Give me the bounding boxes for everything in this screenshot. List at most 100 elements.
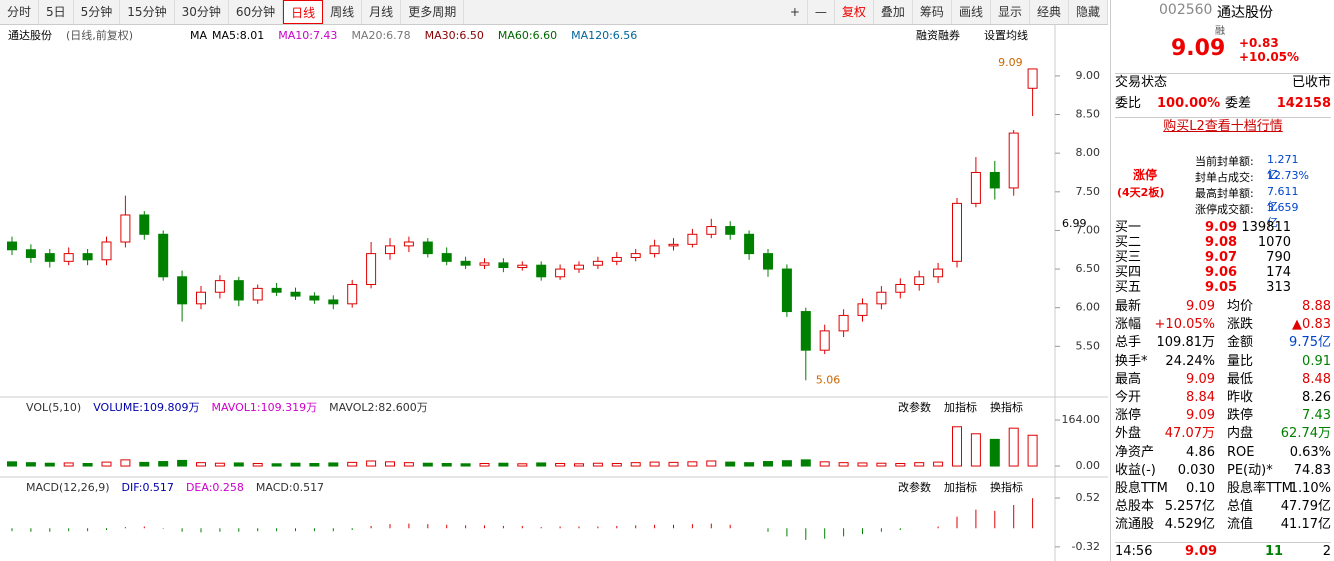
time: 14:56: [1115, 544, 1153, 559]
candle-body: [1008, 132, 1019, 189]
candle: [838, 309, 849, 338]
l2-link[interactable]: 购买L2查看十档行情: [1115, 117, 1331, 136]
indicator-label: MAVOL1:109.319万: [211, 401, 317, 414]
indicator-label: MAVOL2:82.600万: [329, 401, 428, 414]
candle-body: [611, 256, 622, 262]
period-button[interactable]: 5分钟: [74, 0, 121, 24]
candle-body: [479, 262, 490, 266]
y-tick-label: 8.50: [1076, 108, 1101, 121]
candle-body: [25, 249, 36, 258]
stat-row: 外盘 47.07万 内盘 62.74万: [1115, 425, 1331, 443]
label: 股息率TTM: [1227, 481, 1293, 496]
limit-row: 当前封单额: 1.271亿: [1195, 153, 1299, 181]
candle: [668, 238, 679, 251]
value: 已收市: [1291, 75, 1331, 90]
tool-button[interactable]: 经典: [1030, 0, 1069, 24]
value: 47.79亿: [1280, 499, 1331, 515]
bid-row: 买四 9.06 174: [1115, 265, 1331, 280]
candle: [44, 248, 55, 268]
volume-bar: [668, 461, 679, 467]
volume-bar: [63, 462, 74, 467]
link[interactable]: 融资融券: [916, 28, 960, 42]
period-button[interactable]: 分时: [0, 0, 40, 24]
period-button[interactable]: 日线: [283, 0, 324, 24]
candle: [403, 236, 414, 253]
period-button[interactable]: 更多周期: [401, 0, 465, 24]
candle: [687, 228, 698, 248]
volume-bar: [970, 433, 981, 467]
tool-button[interactable]: 画线: [952, 0, 991, 24]
candle-body: [574, 264, 584, 270]
candle-body: [668, 243, 679, 247]
panel-button[interactable]: 换指标: [990, 480, 1023, 494]
label: 涨停: [1115, 408, 1142, 424]
volume-bar: [800, 459, 811, 467]
period-button[interactable]: 周线: [323, 0, 363, 24]
volume-bar: [725, 461, 736, 467]
candle-body: [970, 171, 981, 204]
volume: 11: [1265, 544, 1284, 559]
tool-button[interactable]: 筹码: [913, 0, 952, 24]
period-button[interactable]: 60分钟: [229, 0, 284, 24]
candle: [25, 244, 36, 263]
period-button[interactable]: 15分钟: [120, 0, 175, 24]
candle-body: [781, 268, 792, 313]
indicator-label: VOLUME:109.809万: [93, 401, 199, 414]
value: 8.88: [1302, 299, 1331, 314]
panel-button[interactable]: 加指标: [944, 480, 977, 494]
link[interactable]: 设置均线: [984, 28, 1028, 42]
candle: [706, 218, 717, 239]
period-button[interactable]: 5日: [39, 0, 74, 24]
candle-body: [763, 253, 773, 270]
stock-name: 通达股份: [8, 29, 52, 42]
value: 8.26: [1302, 390, 1331, 405]
period-button[interactable]: 30分钟: [175, 0, 229, 24]
tool-button[interactable]: +: [783, 0, 808, 24]
candle: [800, 307, 811, 381]
volume-bar: [139, 461, 150, 467]
panel-button[interactable]: 换指标: [990, 400, 1023, 414]
candle: [158, 230, 169, 281]
candle: [592, 256, 603, 270]
value: 109.81万: [1156, 335, 1216, 351]
panel-button[interactable]: 加指标: [944, 400, 977, 414]
candle: [385, 238, 395, 260]
tool-button[interactable]: 显示: [991, 0, 1030, 24]
candle-body: [158, 233, 169, 278]
panel-button[interactable]: 改参数: [898, 400, 931, 414]
candle-body: [744, 233, 755, 255]
label: 最高: [1115, 371, 1142, 387]
stat-row: 流通股 4.529亿 流值 41.17亿: [1115, 516, 1331, 534]
y-tick-label: 8.00: [1076, 146, 1101, 159]
candle-body: [139, 214, 150, 235]
label: 收益(-): [1115, 462, 1156, 478]
tool-button[interactable]: 叠加: [874, 0, 913, 24]
tool-button[interactable]: —: [808, 0, 835, 24]
candle: [574, 261, 584, 273]
volume-bar: [101, 461, 112, 467]
tool-button[interactable]: 隐藏: [1069, 0, 1108, 24]
candle-body: [914, 276, 925, 286]
panel-button[interactable]: 改参数: [898, 480, 931, 494]
candle: [952, 197, 962, 268]
candle: [63, 247, 74, 266]
candle: [763, 248, 773, 277]
label: 量比: [1227, 353, 1254, 369]
volume-bar: [385, 461, 395, 467]
volume-bar: [290, 462, 301, 467]
volume-bar: [574, 463, 584, 467]
status-row: 交易状态 已收市: [1115, 73, 1331, 92]
indicator-label: DEA:0.258: [186, 481, 244, 494]
volume-bar: [781, 460, 792, 467]
bid-row: 买五 9.05 313: [1115, 280, 1331, 295]
tool-button[interactable]: 复权: [835, 0, 874, 24]
y-tick-label: 5.50: [1076, 339, 1101, 352]
value: 7.611亿: [1267, 185, 1299, 213]
value: 24.24%: [1165, 353, 1215, 369]
label: 委比: [1115, 96, 1142, 111]
volume-bar: [536, 462, 547, 467]
period-button[interactable]: 月线: [362, 0, 402, 24]
candle-body: [933, 268, 944, 278]
candle: [366, 242, 377, 289]
candle-body: [347, 284, 358, 305]
